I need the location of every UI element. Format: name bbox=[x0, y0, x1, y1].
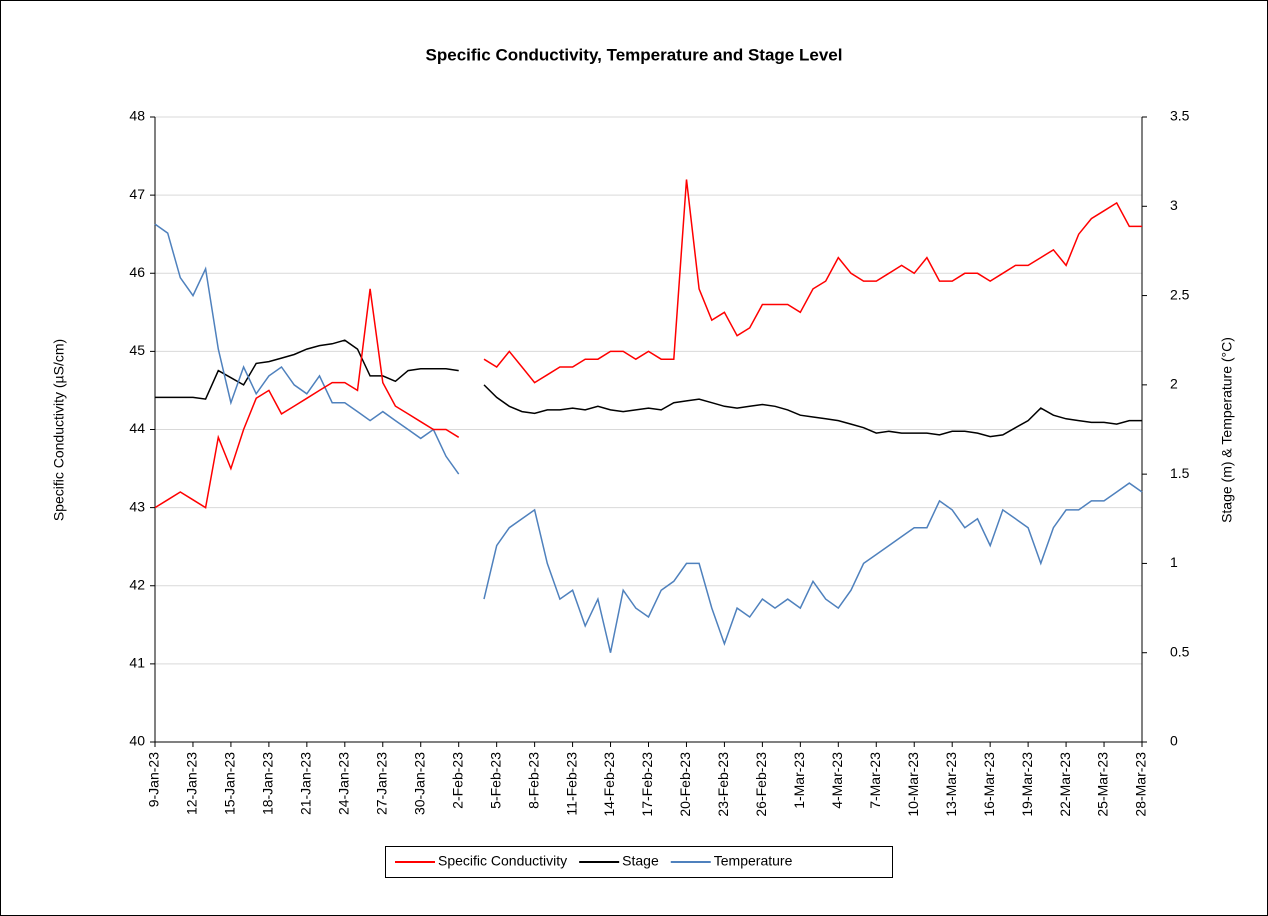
y2-tick-label: 0 bbox=[1170, 733, 1178, 749]
x-tick-label: 1-Mar-23 bbox=[791, 752, 807, 809]
x-tick-label: 8-Feb-23 bbox=[525, 752, 541, 809]
x-tick-label: 5-Feb-23 bbox=[487, 752, 503, 809]
y-tick-label: 44 bbox=[129, 420, 145, 436]
x-tick-label: 26-Feb-23 bbox=[753, 752, 769, 817]
y-tick-label: 45 bbox=[129, 342, 145, 358]
y-tick-label: 47 bbox=[129, 186, 145, 202]
x-tick-label: 25-Mar-23 bbox=[1095, 752, 1111, 817]
y-tick-label: 42 bbox=[129, 576, 145, 592]
legend-frame bbox=[385, 846, 893, 878]
legend-label: Temperature bbox=[714, 853, 793, 869]
series-line bbox=[154, 179, 1142, 509]
x-tick-label: 4-Mar-23 bbox=[829, 752, 845, 809]
y-tick-label: 43 bbox=[129, 498, 145, 514]
series-line bbox=[154, 223, 1143, 653]
x-tick-label: 17-Feb-23 bbox=[639, 752, 655, 817]
x-tick-label: 7-Mar-23 bbox=[867, 752, 883, 809]
x-tick-label: 14-Feb-23 bbox=[601, 752, 617, 817]
x-tick-label: 18-Jan-23 bbox=[260, 752, 276, 815]
x-tick-label: 11-Feb-23 bbox=[563, 752, 579, 816]
x-tick-label: 28-Mar-23 bbox=[1133, 752, 1149, 817]
x-tick-label: 20-Feb-23 bbox=[677, 752, 693, 817]
y2-tick-label: 2.5 bbox=[1170, 286, 1190, 302]
x-tick-label: 9-Jan-23 bbox=[146, 752, 162, 807]
x-tick-label: 22-Mar-23 bbox=[1057, 752, 1073, 817]
y-tick-label: 41 bbox=[129, 655, 145, 671]
x-tick-label: 10-Mar-23 bbox=[905, 752, 921, 817]
y-axis-label: Specific Conductivity (µS/cm) bbox=[51, 339, 67, 521]
x-tick-label: 24-Jan-23 bbox=[336, 752, 352, 815]
legend-label: Stage bbox=[622, 853, 659, 869]
x-tick-label: 19-Mar-23 bbox=[1019, 752, 1035, 817]
y2-tick-label: 1 bbox=[1170, 554, 1178, 570]
x-tick-label: 12-Jan-23 bbox=[184, 752, 200, 815]
x-tick-label: 21-Jan-23 bbox=[298, 752, 314, 815]
y2-tick-label: 1.5 bbox=[1170, 465, 1190, 481]
y-tick-label: 40 bbox=[129, 733, 145, 749]
legend-label: Specific Conductivity bbox=[438, 853, 567, 869]
x-tick-label: 30-Jan-23 bbox=[411, 752, 427, 815]
y2-tick-label: 3.5 bbox=[1170, 108, 1190, 124]
x-tick-label: 16-Mar-23 bbox=[981, 752, 997, 817]
y-tick-label: 46 bbox=[129, 264, 145, 280]
x-tick-label: 13-Mar-23 bbox=[943, 752, 959, 817]
y2-tick-label: 3 bbox=[1170, 197, 1178, 213]
series-line bbox=[155, 339, 1142, 438]
y2-tick-label: 0.5 bbox=[1170, 643, 1190, 659]
chart-title: Specific Conductivity, Temperature and S… bbox=[426, 45, 843, 64]
x-tick-label: 23-Feb-23 bbox=[715, 752, 731, 817]
x-tick-label: 15-Jan-23 bbox=[222, 752, 238, 815]
y2-tick-label: 2 bbox=[1170, 376, 1178, 392]
x-tick-label: 27-Jan-23 bbox=[373, 752, 389, 815]
x-tick-label: 2-Feb-23 bbox=[449, 752, 465, 809]
y2-axis-label: Stage (m) & Temperature (°C) bbox=[1219, 337, 1235, 523]
y-tick-label: 48 bbox=[129, 108, 145, 124]
